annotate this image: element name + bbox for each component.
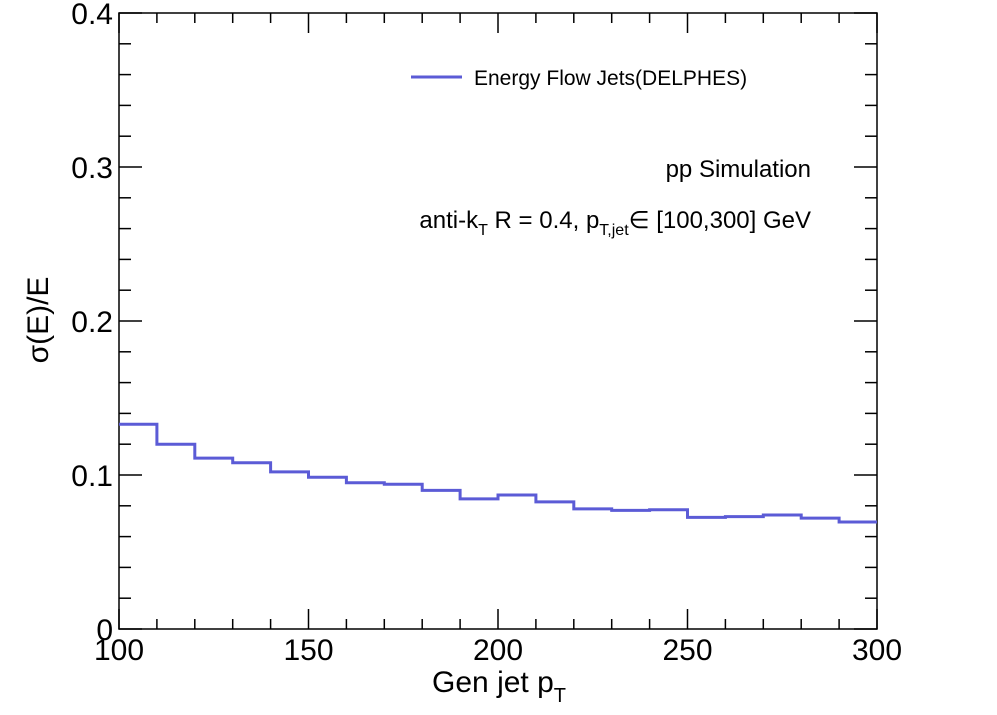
y-tick-label: 0 <box>96 614 113 647</box>
y-tick-label: 0.1 <box>71 460 113 493</box>
x-tick-label: 250 <box>662 634 712 667</box>
annotation-pp-simulation: pp Simulation <box>666 156 811 183</box>
x-tick-label: 100 <box>94 634 144 667</box>
x-tick-label: 300 <box>852 634 902 667</box>
plot-frame <box>118 12 878 630</box>
annotation-part-antikt: anti-k <box>419 207 479 234</box>
x-tick-label: 150 <box>283 634 333 667</box>
y-tick-label: 0.4 <box>71 0 113 31</box>
series-group <box>119 422 877 524</box>
y-tick-labels: 0 0.1 0.2 0.3 0.4 <box>71 0 113 647</box>
x-axis-title: Gen jet pT <box>432 666 566 707</box>
annotation-sub-t: T <box>478 222 488 239</box>
y-tick-label: 0.3 <box>71 152 113 185</box>
legend-label-energy-flow: Energy Flow Jets(DELPHES) <box>474 67 747 90</box>
y-axis-title: σ(E)/E <box>22 277 55 364</box>
annotation-part-r-pt: R = 0.4, p <box>488 207 599 234</box>
y-tick-label: 0.2 <box>71 306 113 339</box>
x-axis-title-sub: T <box>554 685 566 707</box>
annotation-sub-tjet: T,jet <box>599 222 629 239</box>
series-line-energy-flow-jets <box>119 422 877 524</box>
axis-ticks <box>118 12 878 630</box>
x-tick-labels: 100 150 200 250 300 <box>94 634 902 667</box>
x-tick-label: 200 <box>473 634 523 667</box>
legend: Energy Flow Jets(DELPHES) <box>411 67 747 90</box>
annotation-part-range: ∈ [100,300] GeV <box>629 207 811 234</box>
x-axis-title-main: Gen jet p <box>432 666 554 699</box>
annotation-jet-selection: anti-kT R = 0.4, pT,jet∈ [100,300] GeV <box>419 207 811 239</box>
